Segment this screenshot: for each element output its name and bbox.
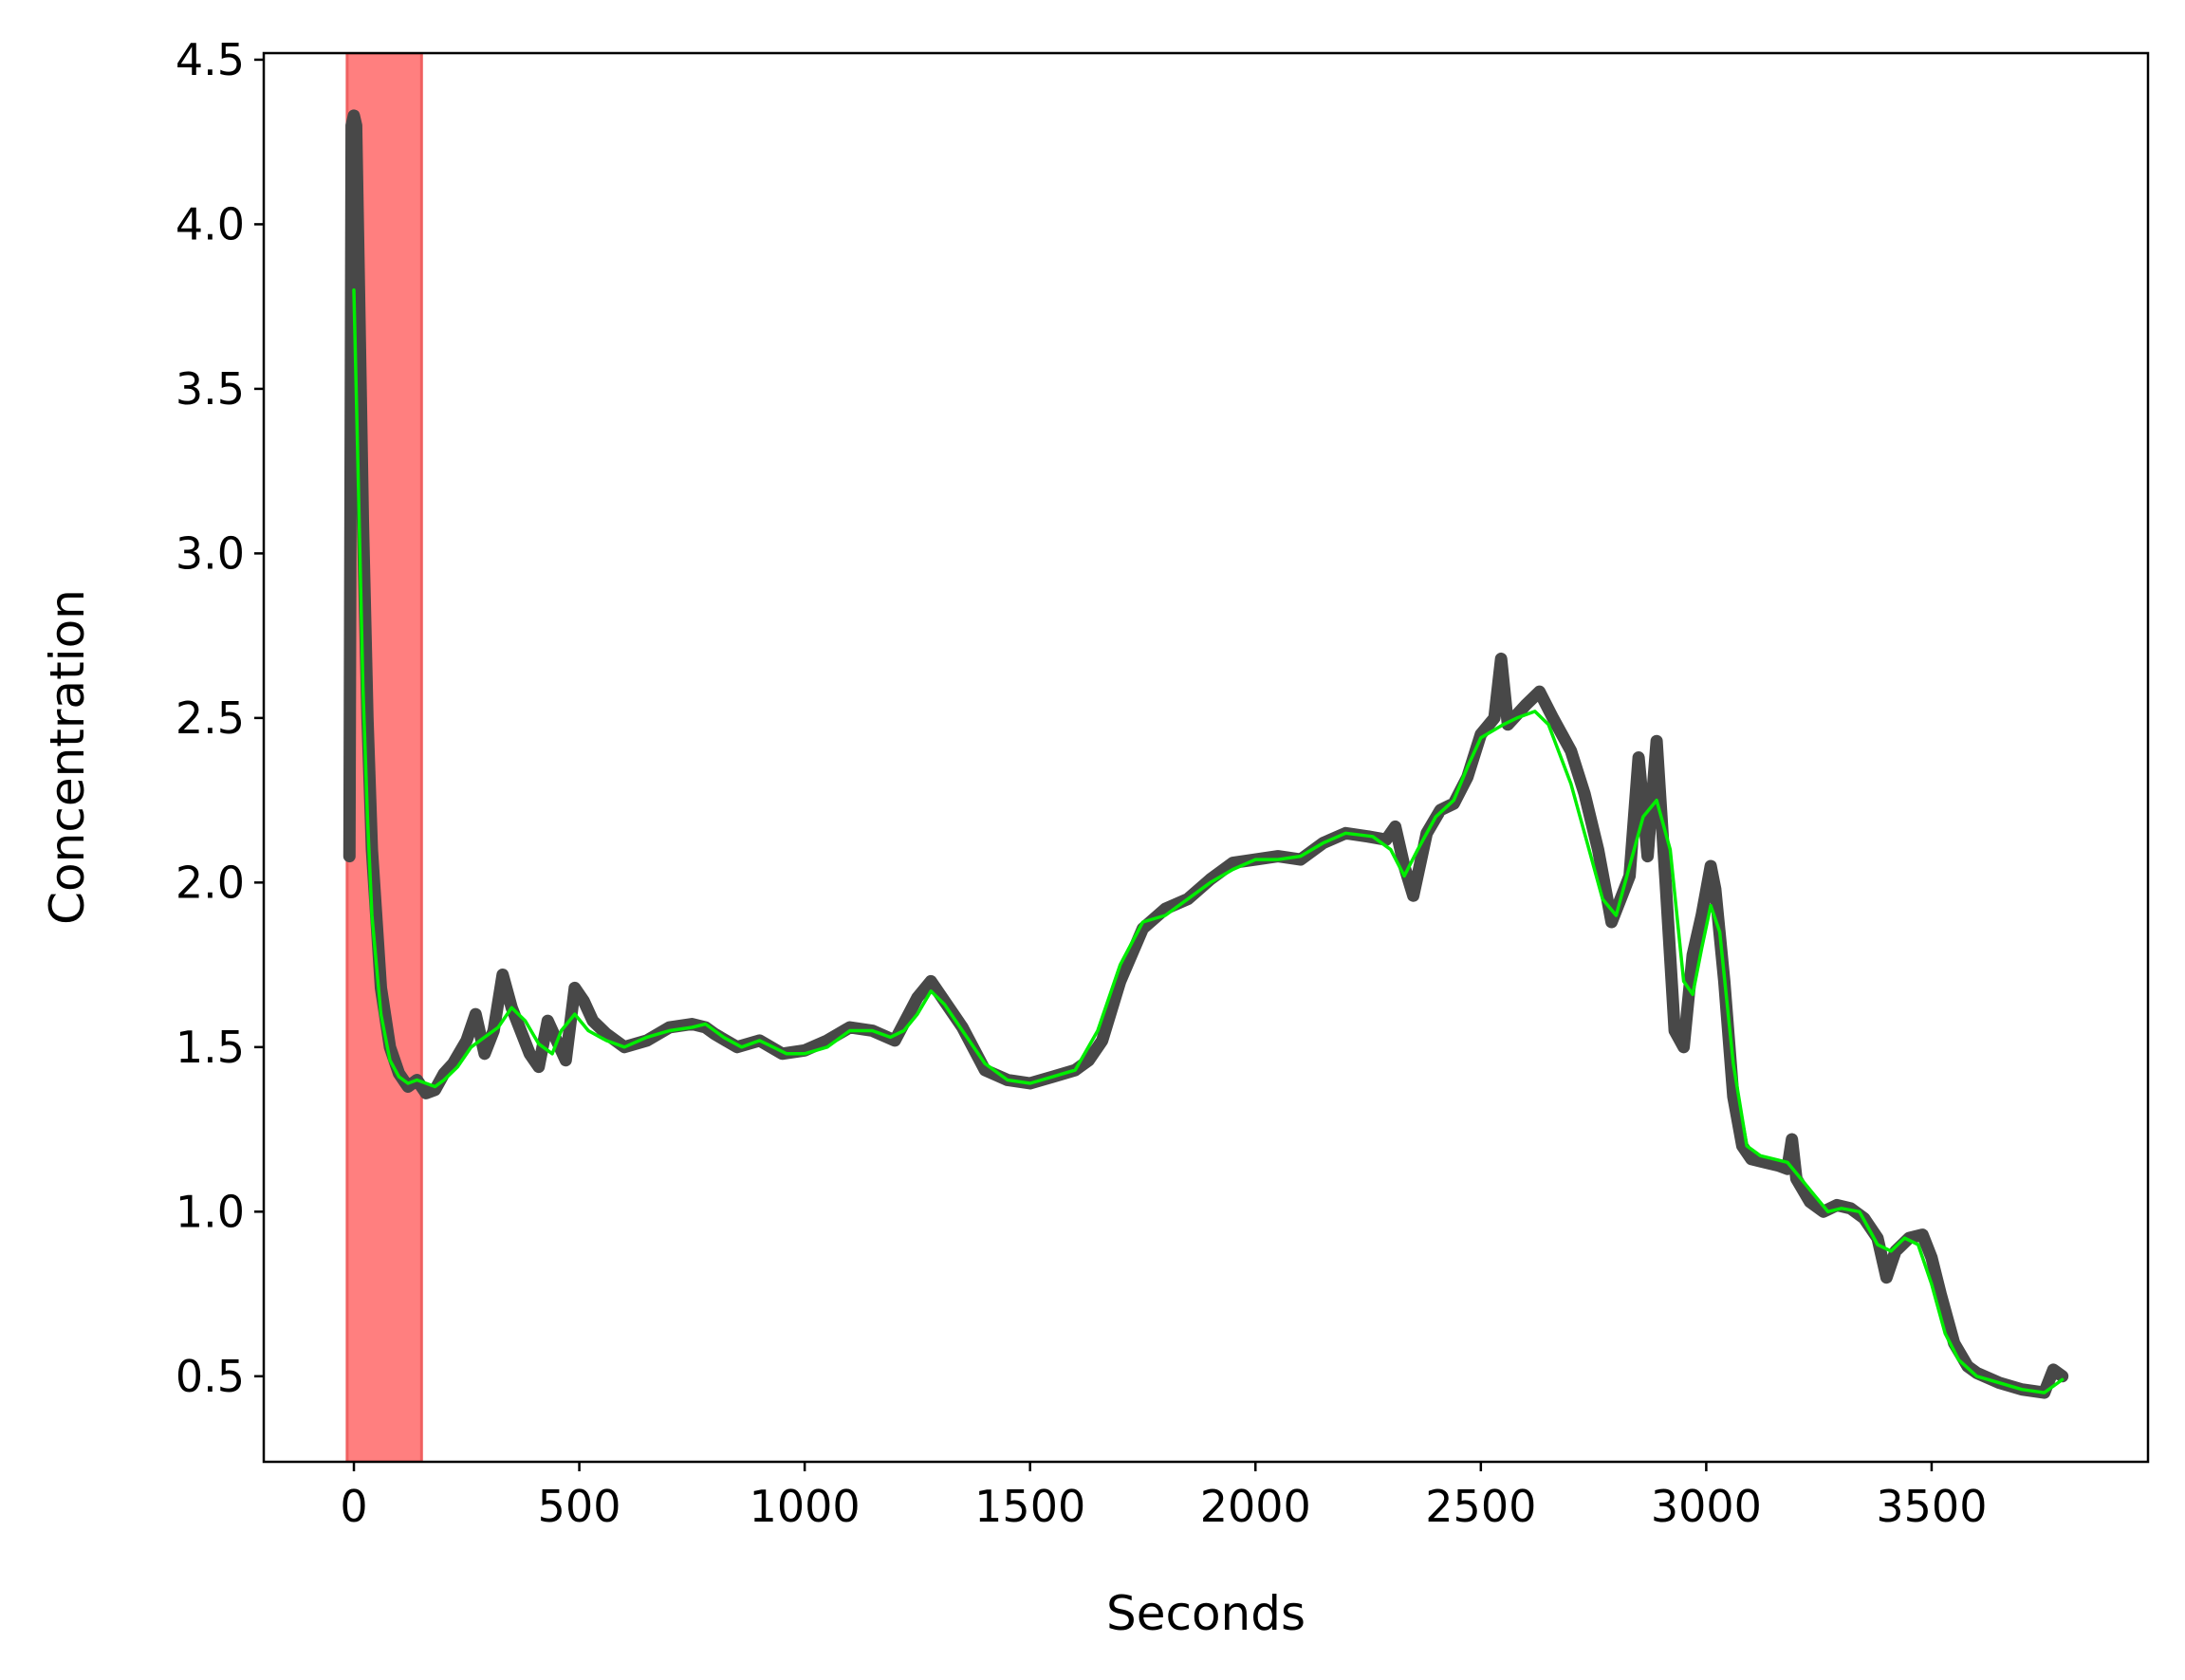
x-tick-label: 500 xyxy=(538,1481,621,1532)
x-tick-label: 0 xyxy=(340,1481,367,1532)
y-tick-label: 0.5 xyxy=(176,1351,245,1402)
smoothed-concentration-line xyxy=(352,288,2065,1394)
y-axis: 0.5 1.0 1.5 2.0 2.5 3.0 3.5 4.0 4.5 xyxy=(176,34,264,1402)
x-tick-label: 3500 xyxy=(1876,1481,1987,1532)
x-tick-label: 1000 xyxy=(750,1481,861,1532)
x-axis-label: Seconds xyxy=(1106,1586,1305,1641)
y-tick-label: 2.5 xyxy=(176,692,245,744)
x-tick-label: 2500 xyxy=(1425,1481,1536,1532)
y-tick-label: 2.0 xyxy=(176,857,245,908)
x-tick-label: 1500 xyxy=(974,1481,1085,1532)
x-axis: 0 500 1000 1500 2000 2500 3000 3500 xyxy=(340,1462,1987,1532)
x-tick-label: 3000 xyxy=(1651,1481,1762,1532)
y-tick-label: 1.5 xyxy=(176,1022,245,1073)
y-tick-label: 3.5 xyxy=(176,363,245,415)
x-tick-label: 2000 xyxy=(1200,1481,1311,1532)
plot-frame xyxy=(262,51,2150,1464)
y-tick-label: 4.5 xyxy=(176,34,245,85)
y-tick-label: 4.0 xyxy=(176,198,245,249)
y-axis-label: Concentration xyxy=(40,589,95,925)
y-tick-label: 3.0 xyxy=(176,527,245,579)
y-tick-label: 1.0 xyxy=(176,1186,245,1237)
series-layer xyxy=(343,109,2069,1399)
